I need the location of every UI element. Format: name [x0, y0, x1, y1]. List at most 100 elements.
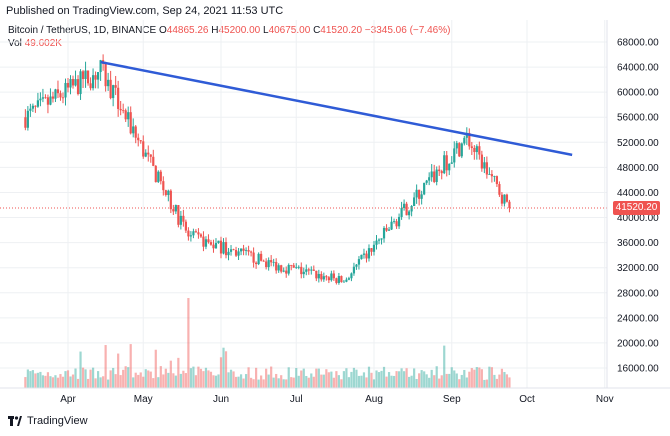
candle-body	[51, 96, 55, 99]
volume-bar	[448, 373, 451, 388]
candle-body	[433, 171, 436, 182]
volume-bar	[192, 366, 195, 388]
volume-bar	[295, 367, 298, 388]
candle-body	[347, 278, 351, 280]
high-label: H	[211, 25, 219, 36]
candle-body	[290, 264, 293, 266]
candle-body	[410, 206, 413, 212]
candle-body	[270, 260, 273, 263]
volume-bar	[117, 353, 120, 388]
candle-body	[59, 93, 62, 98]
volume-bar	[282, 379, 285, 388]
time-tick-label: Apr	[60, 394, 76, 405]
price-tick-label: 32000.00	[617, 263, 659, 274]
candle-body	[385, 227, 388, 231]
candle-body	[495, 176, 499, 185]
volume-bar	[84, 369, 87, 388]
volume-bar	[465, 377, 468, 388]
candle-body	[332, 273, 335, 279]
volume-bar	[435, 366, 438, 388]
volume-bar	[430, 369, 433, 388]
volume-bar	[325, 369, 328, 388]
volume-bar	[380, 370, 383, 388]
candle-body	[149, 154, 152, 157]
volume-bar	[483, 379, 486, 388]
volume-bar	[147, 370, 150, 388]
candle-body	[455, 143, 458, 149]
volume-bar	[71, 374, 75, 388]
candle-body	[187, 230, 190, 237]
price-tick-label: 64000.00	[617, 63, 659, 74]
footer-brand-label: TradingView	[27, 415, 88, 427]
volume-bar	[450, 367, 453, 388]
candle-body	[222, 242, 225, 254]
candle-body	[192, 231, 195, 236]
candle-body	[312, 269, 315, 271]
candle-body	[352, 266, 356, 274]
volume-bar	[184, 373, 187, 388]
candle-body	[445, 155, 448, 171]
volume-bar	[29, 371, 32, 388]
volume-bar	[493, 374, 496, 388]
candle-body	[194, 231, 198, 233]
volume-bar	[244, 374, 248, 388]
candle-body	[340, 276, 343, 283]
price-tick-label: 16000.00	[617, 364, 659, 375]
candle-body	[365, 253, 368, 259]
volume-bar	[317, 368, 320, 388]
volume-bar	[86, 378, 90, 388]
footer-brand[interactable]: TradingView	[8, 415, 88, 427]
trendline[interactable]	[100, 60, 573, 157]
candle-body	[224, 242, 228, 256]
volume-bar	[400, 368, 403, 388]
volume-bar	[157, 377, 160, 388]
volume-bar	[498, 374, 501, 388]
candle-body	[34, 105, 37, 107]
candle-body	[320, 273, 323, 280]
candle-body	[127, 112, 130, 120]
candle-body	[387, 229, 391, 231]
candle-body	[69, 79, 72, 88]
candle-body	[74, 79, 77, 86]
candle-body	[453, 148, 456, 163]
candle-body	[275, 261, 278, 271]
volume-bar	[31, 370, 34, 388]
volume-bar	[320, 374, 323, 388]
volume-bar	[312, 376, 315, 388]
volume-bar	[382, 366, 386, 388]
volume-bar	[490, 367, 493, 388]
candle-body	[197, 232, 200, 235]
candle-body	[327, 277, 330, 281]
volume-bar	[503, 371, 506, 388]
candle-body	[470, 146, 473, 148]
volume-bar	[332, 377, 335, 388]
candle-body	[295, 266, 298, 268]
candle-body	[96, 72, 100, 80]
time-tick-label: Nov	[596, 394, 614, 405]
candle-body	[428, 177, 431, 181]
candle-body	[76, 79, 80, 95]
volume-bar	[129, 344, 132, 388]
volume-bar	[395, 371, 398, 388]
candle-body	[440, 171, 443, 174]
volume-bar	[340, 379, 343, 388]
volume-bar	[142, 376, 145, 388]
candle-body	[490, 174, 493, 177]
time-tick-label: May	[134, 394, 153, 405]
candle-body	[144, 152, 147, 157]
volume-bar	[478, 367, 481, 388]
volume-bars	[24, 298, 511, 388]
volume-bar	[408, 376, 411, 388]
candle-body	[350, 273, 353, 279]
candle-body	[357, 259, 361, 265]
volume-bar	[162, 374, 165, 388]
time-tick-label: Jun	[213, 394, 229, 405]
volume-bar	[234, 376, 238, 388]
volume-bar	[280, 375, 283, 388]
candle-body	[280, 265, 283, 272]
volume-bar	[443, 345, 446, 388]
volume-bar	[362, 372, 366, 388]
candle-body	[305, 269, 308, 272]
candle-body	[382, 227, 386, 239]
